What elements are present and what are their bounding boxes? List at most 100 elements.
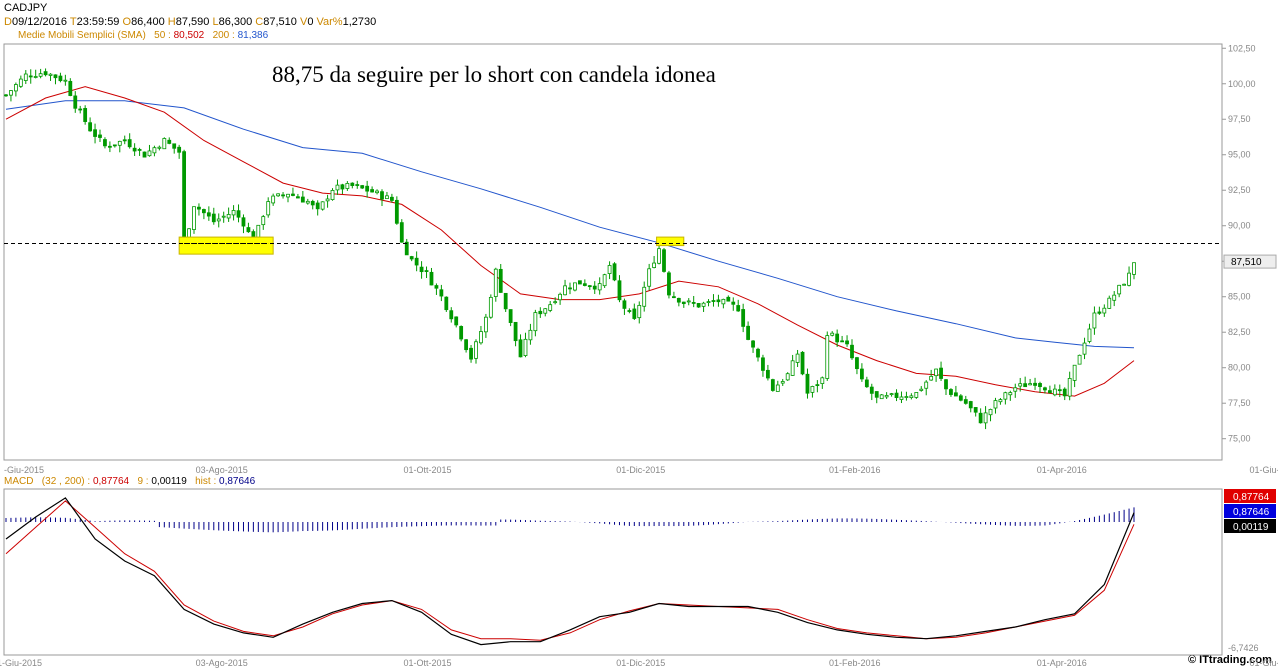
candle-body (899, 396, 904, 400)
open-value: 86,400 (131, 16, 165, 28)
candle-body (98, 134, 102, 138)
candle-body (117, 140, 122, 146)
candle-body (1102, 307, 1107, 314)
candle-body (454, 316, 459, 326)
candle-body (177, 146, 182, 153)
candle-body (795, 353, 800, 363)
date-key: D (4, 16, 12, 28)
volume-key: V (299, 16, 308, 28)
candle-body (370, 189, 375, 193)
signal-period: 9 (137, 476, 144, 487)
candles-layer (4, 68, 1136, 430)
candle-body (1077, 354, 1082, 365)
candle-body (706, 301, 711, 303)
candle-body (375, 190, 379, 194)
candle-body (107, 145, 112, 148)
time-tick-label: 01-Feb-2016 (829, 658, 881, 668)
candle-body (919, 388, 924, 391)
top-highlight-box (656, 236, 685, 247)
candle-body (805, 373, 810, 394)
candle-body (864, 379, 869, 388)
candle-body (281, 194, 285, 197)
candle-body (216, 218, 221, 222)
price-tag-box (1223, 254, 1277, 269)
candle-body (602, 274, 607, 287)
candle-body (741, 309, 746, 327)
candle-body (543, 308, 548, 314)
candle-body (1062, 388, 1067, 397)
candle-body (13, 84, 18, 92)
price-tick-label: 75,00 (1228, 434, 1251, 444)
candle-body (241, 217, 246, 227)
candle-body (360, 185, 365, 189)
symbol-title: CADJPY (4, 2, 48, 14)
candle-body (330, 190, 335, 201)
candle-body (573, 282, 577, 291)
support-highlight-box (178, 236, 274, 255)
macd-label: MACD (4, 476, 34, 487)
candle-body (1117, 284, 1122, 295)
candle-body (231, 210, 236, 216)
candle-body (23, 73, 28, 81)
price-tick-label: 100,00 (1228, 79, 1256, 89)
candle-body (884, 395, 889, 398)
candle-body (1023, 383, 1028, 388)
time-key: T (69, 16, 77, 28)
candle-body (236, 210, 241, 218)
candle-body (409, 256, 414, 260)
candle-body (968, 401, 973, 409)
candle-body (800, 351, 805, 375)
candle-body (429, 271, 434, 286)
candle-body (459, 326, 464, 340)
candle-body (261, 216, 266, 226)
candle-body (211, 213, 216, 223)
candle-body (597, 283, 602, 291)
candle-body (716, 299, 721, 303)
candle-body (206, 212, 211, 217)
candle-body (1018, 383, 1023, 387)
candle-body (939, 367, 943, 379)
candle-body (291, 193, 295, 196)
sma-legend: Medie Mobili Semplici (SMA) 50 : 80,502 … (18, 30, 269, 41)
candle-body (810, 386, 815, 393)
candle-body (894, 392, 899, 399)
candle-body (444, 296, 449, 311)
price-tick-label: 90,00 (1228, 221, 1251, 231)
time-tick-label: 03-Ago-2015 (196, 465, 248, 475)
close-value: 87,510 (263, 16, 297, 28)
candle-body (711, 300, 716, 302)
macd-value-tags: 0,87764 0,87646 0,00119 -6,7426 (1224, 489, 1276, 653)
time-tick-label: 01-Feb-2016 (829, 465, 881, 475)
candle-body (914, 392, 919, 398)
candle-body (1013, 387, 1018, 392)
var-key: Var% (316, 16, 343, 28)
sma50-period: 50 (154, 30, 166, 41)
candle-body (68, 80, 73, 96)
candle-body (667, 272, 671, 296)
candle-body (949, 389, 953, 395)
candle-body (394, 199, 399, 224)
candle-body (874, 391, 879, 398)
candle-body (320, 201, 325, 210)
high-value: 87,590 (175, 16, 210, 28)
candle-body (973, 407, 978, 413)
candle-body (642, 286, 647, 307)
macd-signal-line (5, 500, 1135, 641)
macd-lines (5, 497, 1135, 646)
candle-body (553, 301, 558, 304)
sma200-value: 81,386 (237, 30, 269, 41)
candle-body (345, 183, 350, 189)
candle-body (380, 191, 384, 200)
candle-body (1097, 311, 1102, 314)
candle-body (503, 292, 508, 310)
candle-body (686, 300, 691, 303)
candle-body (508, 309, 513, 323)
candle-body (28, 75, 33, 78)
candle-body (201, 209, 206, 214)
candle-body (137, 149, 142, 151)
candle-body (33, 76, 38, 78)
price-tick-label: 95,00 (1228, 150, 1251, 160)
candle-body (335, 184, 340, 191)
candle-body (93, 129, 97, 137)
candle-body (761, 357, 765, 371)
